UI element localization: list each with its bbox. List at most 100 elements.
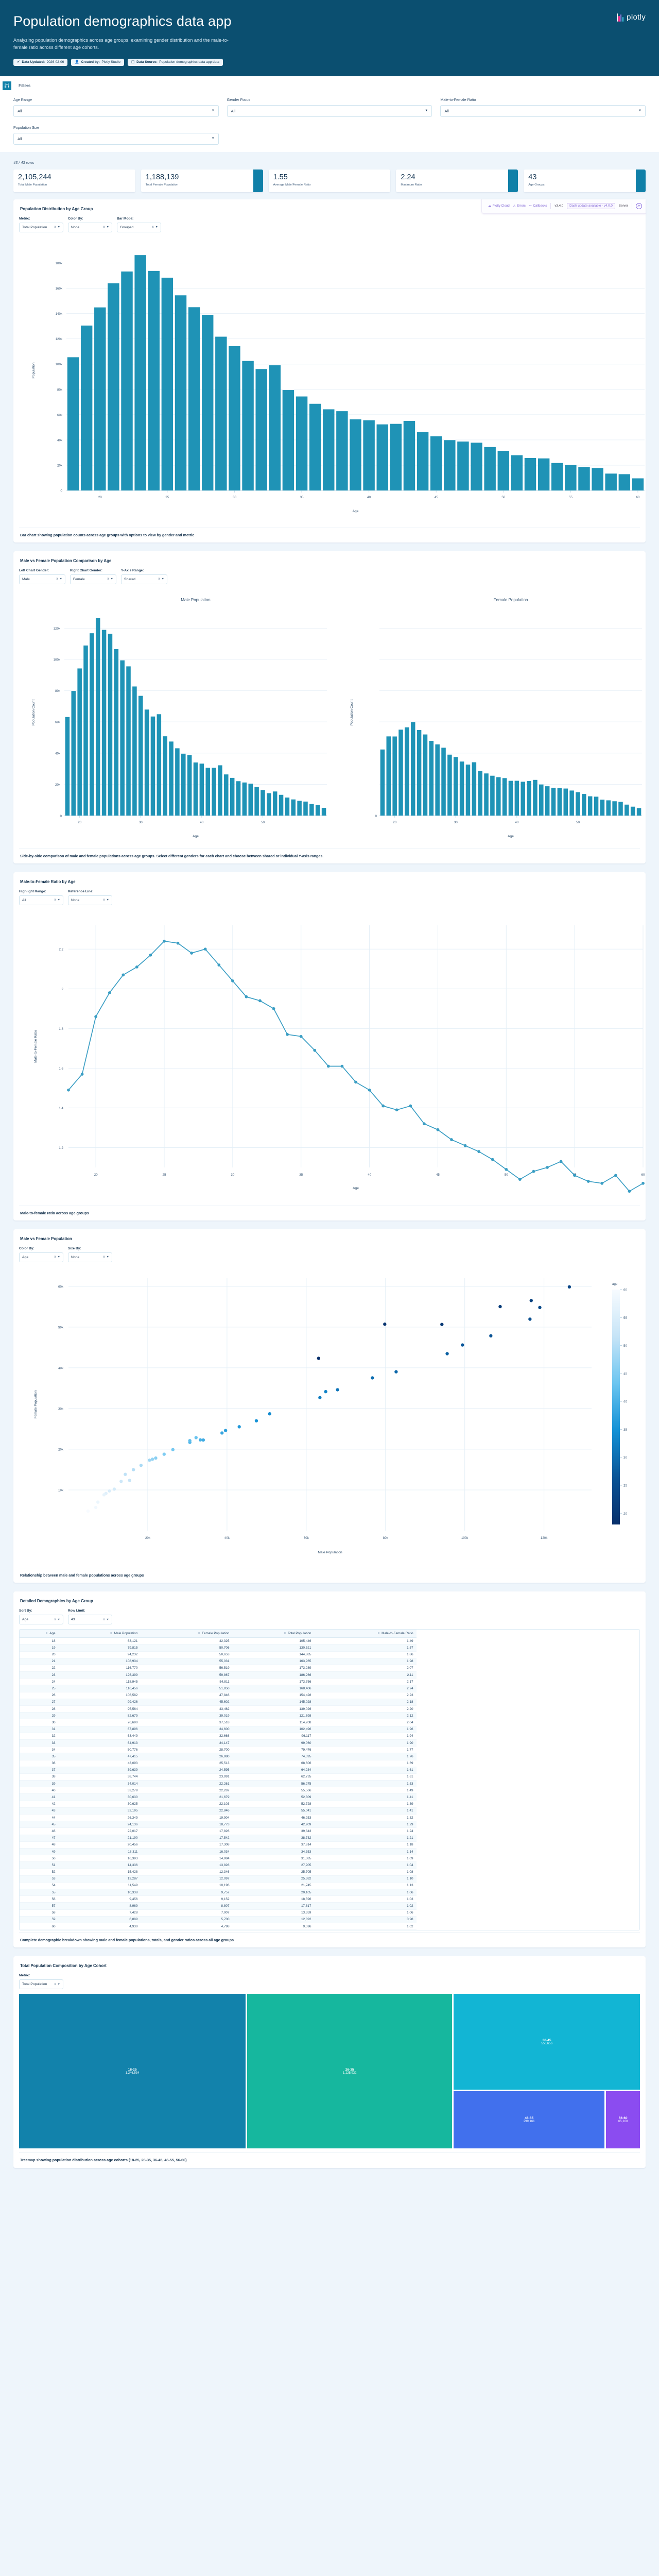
bar[interactable] — [224, 774, 229, 816]
bar[interactable] — [410, 722, 415, 816]
bar[interactable] — [417, 730, 422, 816]
data-point[interactable] — [162, 1452, 166, 1456]
highlight-range-select[interactable]: All x ▼ — [19, 895, 63, 905]
table-row[interactable]: 41 30,630 21,679 52,309 1.41 — [20, 1793, 639, 1801]
data-point[interactable] — [381, 1104, 385, 1108]
data-point[interactable] — [86, 1509, 90, 1513]
bar[interactable] — [533, 779, 537, 816]
bar[interactable] — [242, 361, 254, 490]
data-point[interactable] — [148, 1458, 151, 1462]
data-point[interactable] — [394, 1370, 398, 1374]
bar[interactable] — [215, 336, 227, 490]
scatter-color-by-select[interactable]: Age x ▼ — [19, 1252, 63, 1262]
clear-icon[interactable]: x — [158, 578, 160, 581]
table-row[interactable]: 25 116,456 51,950 168,406 2.24 — [20, 1685, 639, 1692]
treemap-metric-select[interactable]: Total Population x ▼ — [19, 1979, 63, 1990]
bar[interactable] — [618, 801, 623, 816]
data-point[interactable] — [371, 1376, 374, 1380]
bar[interactable] — [248, 783, 253, 816]
data-point[interactable] — [96, 1500, 100, 1504]
bar[interactable] — [508, 781, 513, 816]
scatter-chart[interactable]: 10k 20k 30k 40k 50k 60k 20k 40k 60k 80k 100k 120k Ma… — [19, 1267, 640, 1566]
data-point[interactable] — [154, 1456, 158, 1460]
clear-icon[interactable]: x — [103, 1256, 105, 1259]
bar[interactable] — [447, 754, 452, 816]
data-point[interactable] — [532, 1170, 535, 1173]
data-point[interactable] — [538, 1306, 542, 1309]
data-point[interactable] — [128, 1479, 131, 1482]
table-row[interactable]: 60 4,930 4,798 9,596 1.02 — [20, 1923, 639, 1930]
data-point[interactable] — [231, 979, 234, 982]
data-point[interactable] — [203, 947, 207, 951]
table-column-header[interactable]: ≡ Male-to-Female Ratio — [314, 1630, 417, 1638]
data-point[interactable] — [409, 1104, 412, 1108]
bar[interactable] — [282, 389, 294, 490]
table-column-header[interactable]: ≡ Age — [20, 1630, 59, 1638]
bar[interactable] — [496, 777, 501, 816]
bar[interactable] — [521, 781, 525, 816]
table-row[interactable]: 45 24,136 18,773 42,909 1.29 — [20, 1821, 639, 1828]
table-row[interactable]: 52 15,428 12,346 25,705 1.08 — [20, 1869, 639, 1876]
bar[interactable] — [551, 787, 556, 816]
bar[interactable] — [390, 423, 402, 490]
bar[interactable] — [606, 800, 611, 816]
bar[interactable] — [632, 478, 644, 490]
bar[interactable] — [514, 781, 519, 816]
table-row[interactable]: 34 50,776 28,700 79,476 1.77 — [20, 1746, 639, 1754]
table-row[interactable]: 57 8,969 8,807 17,817 1.02 — [20, 1902, 639, 1910]
male-female-dual-chart[interactable]: Male Population 20k 40k 60k 80k 100k 120k 0 20 30… — [19, 589, 642, 846]
data-point[interactable] — [108, 991, 111, 994]
table-row[interactable]: 49 18,311 16,034 34,353 1.14 — [20, 1848, 639, 1856]
bar[interactable] — [417, 432, 429, 490]
bar-mode-select[interactable]: Grouped x ▼ — [117, 222, 161, 232]
bar[interactable] — [212, 767, 216, 816]
table-row[interactable]: 22 116,770 56,519 173,289 2.07 — [20, 1665, 639, 1672]
data-point[interactable] — [383, 1323, 387, 1326]
bar[interactable] — [612, 801, 617, 816]
data-point[interactable] — [67, 1088, 70, 1092]
table-row[interactable]: 54 11,549 10,196 21,745 1.13 — [20, 1882, 639, 1890]
bar[interactable] — [169, 741, 174, 816]
data-point[interactable] — [518, 1178, 522, 1181]
data-point[interactable] — [223, 1429, 228, 1432]
data-point[interactable] — [131, 1468, 135, 1471]
clear-icon[interactable]: x — [103, 899, 105, 902]
bar[interactable] — [267, 793, 271, 816]
bar[interactable] — [398, 729, 403, 816]
treemap-cell[interactable]: 18-25 1,246,534 — [19, 1994, 246, 2149]
table-row[interactable]: 51 14,336 13,828 27,905 1.04 — [20, 1861, 639, 1869]
treemap-cell[interactable]: 46-55 299,161 — [454, 2091, 605, 2149]
data-point[interactable] — [477, 1150, 481, 1153]
bar[interactable] — [157, 714, 162, 816]
bar[interactable] — [309, 804, 314, 816]
bar[interactable] — [551, 463, 563, 490]
row-limit-select[interactable]: 43 x ▼ — [68, 1615, 112, 1625]
server-label[interactable]: Server — [618, 204, 628, 208]
bar[interactable] — [405, 727, 409, 816]
bar[interactable] — [187, 755, 192, 816]
bar[interactable] — [83, 645, 88, 816]
data-point[interactable] — [461, 1343, 464, 1347]
filter-icon[interactable]: ≡ — [284, 1632, 286, 1636]
table-column-header[interactable]: ≡ Total Population — [232, 1630, 315, 1638]
table-row[interactable]: 32 63,449 32,668 96,117 1.94 — [20, 1733, 639, 1740]
data-point[interactable] — [436, 1128, 440, 1131]
data-point[interactable] — [318, 1396, 322, 1399]
data-point[interactable] — [188, 1439, 192, 1443]
bar[interactable] — [291, 799, 296, 816]
table-column-header[interactable]: ≡ Female Population — [141, 1630, 233, 1638]
data-point[interactable] — [445, 1352, 449, 1355]
demographics-table-wrapper[interactable]: ≡ Age ≡ Male Population ≡ Female Population ≡ T… — [19, 1629, 640, 1931]
bar[interactable] — [205, 767, 210, 816]
bar[interactable] — [242, 782, 247, 816]
table-row[interactable]: 20 94,232 50,653 144,885 1.86 — [20, 1651, 639, 1658]
bar[interactable] — [80, 325, 93, 490]
bar[interactable] — [636, 808, 641, 816]
clear-icon[interactable]: x — [54, 1256, 56, 1259]
bar[interactable] — [578, 466, 590, 490]
table-row[interactable]: 56 9,456 9,152 18,596 1.03 — [20, 1895, 639, 1903]
bar[interactable] — [600, 799, 605, 816]
data-point[interactable] — [324, 1389, 327, 1394]
clear-icon[interactable]: x — [56, 578, 58, 581]
bar[interactable] — [201, 314, 214, 490]
